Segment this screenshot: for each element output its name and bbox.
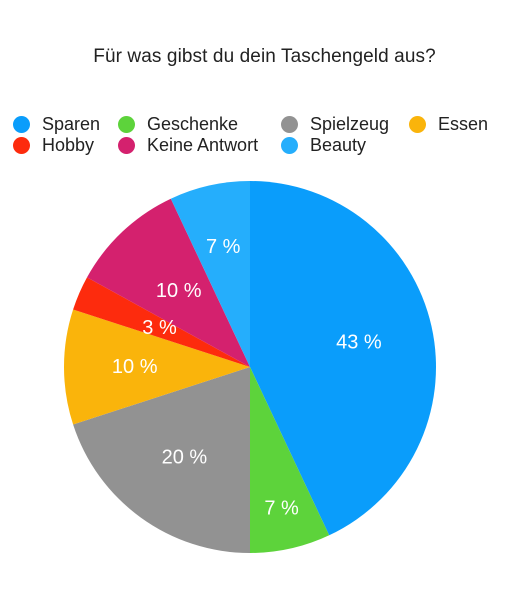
legend-swatch-geschenke [118,115,135,133]
slice-label-hobby: 3 % [142,317,177,339]
legend-label-essen: Essen [438,113,489,134]
legend-item-spielzeug: Spielzeug [281,113,389,135]
legend-swatch-beauty [281,136,298,154]
legend-swatch-essen [409,115,426,133]
pie-slice-spielzeug [73,367,250,553]
pie-slice-geschenke [250,367,330,553]
legend-label-keine-antwort: Keine Antwort [147,134,259,155]
slice-label-beauty: 7 % [206,236,241,258]
legend-item-sparen: Sparen [13,113,100,135]
pie-slice-essen [63,309,250,425]
legend-swatch-spielzeug [281,115,298,133]
pie-slices [63,181,436,553]
legend-label-sparen: Sparen [42,113,101,134]
legend-swatch-hobby [13,136,30,154]
legend-swatch-keine-antwort [118,136,135,154]
legend-item-geschenke: Geschenke [118,113,238,135]
slice-label-keine-antwort: 10 % [156,280,202,302]
legend-item-hobby: Hobby [13,134,94,156]
chart-title: Für was gibst du dein Taschengeld aus? [93,46,436,67]
pie-slice-keine-antwort [87,198,250,367]
legend-label-geschenke: Geschenke [147,113,239,134]
legend-swatch-sparen [13,115,30,133]
slice-label-essen: 10 % [112,356,158,378]
pie-slice-hobby [73,277,250,367]
legend-item-beauty: Beauty [281,134,366,156]
legend-label-hobby: Hobby [42,134,95,155]
pie-slice-sparen [250,181,436,536]
legend-label-beauty: Beauty [310,134,367,155]
legend-item-keine-antwort: Keine Antwort [118,134,258,156]
legend-item-essen: Essen [409,113,488,135]
slice-label-sparen: 43 % [336,332,382,354]
slice-label-geschenke: 7 % [264,498,299,520]
pie-slice-beauty [170,181,250,367]
slice-label-spielzeug: 20 % [162,446,208,468]
pie-labels: 43 %7 %20 %10 %3 %10 %7 % [112,236,382,519]
legend-label-spielzeug: Spielzeug [310,113,390,134]
